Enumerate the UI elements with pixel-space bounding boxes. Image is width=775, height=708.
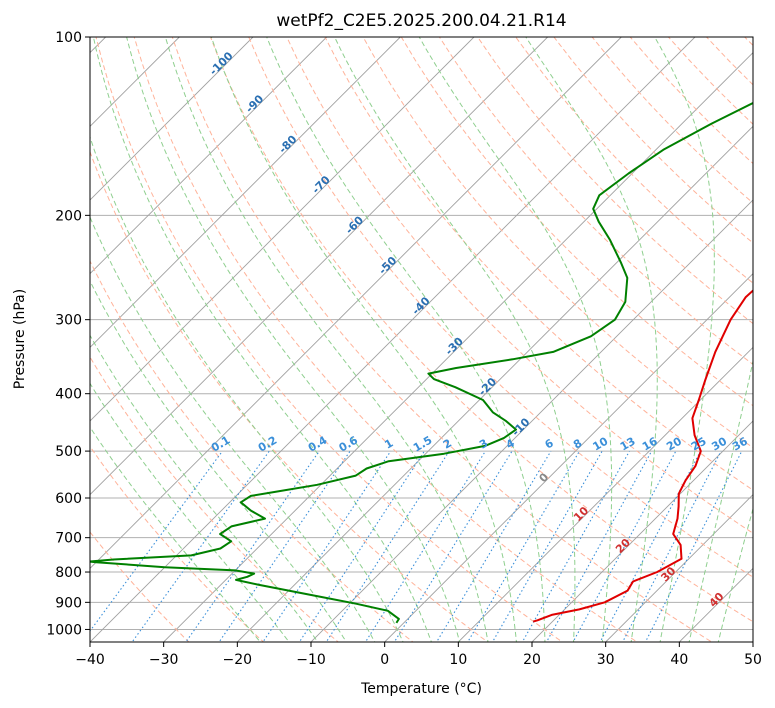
y-tick-label: 900 [55,595,82,611]
isotherm [90,37,696,642]
mixing-ratio-line [435,450,552,642]
dry-adiabat [286,37,753,534]
temperature-trace [532,289,753,623]
pressure-gridlines [90,37,753,630]
dry-adiabat [400,37,753,407]
x-axis: −40 −30 −20 −10 0 10 20 30 40 50 [75,642,762,668]
moist-adiabat [418,37,613,642]
moist-adiabat [126,37,461,642]
dry-adiabat [171,37,713,642]
x-tick-label: 20 [523,652,541,668]
moist-adiabat [266,37,546,642]
x-tick-label: −30 [149,652,179,668]
moist-adiabat [90,279,347,642]
y-axis: 100 200 300 400 500 600 700 800 900 1000 [46,30,90,638]
dry-adiabat [90,531,190,642]
dry-adiabat [90,259,414,642]
isotherm [531,420,753,642]
y-tick-label: 300 [55,313,82,329]
moist-adiabats [90,37,753,642]
x-tick-label: 40 [670,652,688,668]
mixing-ratio-line [185,450,320,642]
mixing-ratio-line [298,450,425,642]
isotherm [90,37,475,422]
mixing-ratio-lines [90,450,743,642]
x-tick-label: −20 [223,652,253,668]
isotherm [237,125,753,642]
y-tick-label: 600 [55,491,82,507]
isotherm [458,346,753,642]
isotherm [90,37,622,569]
isotherm [605,494,753,642]
x-tick-label: 10 [449,652,467,668]
dry-adiabat [324,37,753,491]
y-tick-label: 500 [55,444,82,460]
mixing-ratio-line [491,450,603,642]
moist-adiabat [717,506,753,642]
dry-adiabat [90,356,339,642]
dry-adiabat [133,37,638,642]
isotherm [90,37,401,348]
dry-adiabat [90,150,489,642]
dewpoint-trace [90,101,753,624]
y-tick-label: 200 [55,208,82,224]
mixing-ratio-line [644,450,743,642]
y-axis-label: Pressure (hPa) [12,289,28,389]
x-tick-label: −40 [75,652,105,668]
x-tick-label: 0 [380,652,389,668]
moist-adiabat [90,135,404,642]
isotherm [163,52,753,642]
moist-adiabat [688,358,753,642]
y-tick-label: 800 [55,565,82,581]
sounding-traces [90,101,753,624]
dry-adiabat [95,37,564,642]
mixing-ratio-line [521,450,630,642]
moist-adiabat [654,37,715,642]
moist-adiabat [164,37,489,642]
y-tick-label: 1000 [46,622,82,638]
moist-adiabat [525,37,658,642]
moist-adiabat [90,334,319,642]
y-tick-label: 700 [55,531,82,547]
moist-adiabat [210,37,518,642]
mixing-ratio-line [131,450,270,642]
dry-adiabats [90,37,753,642]
isotherm [384,273,753,642]
dry-adiabat [438,37,753,366]
mixing-ratio-line [545,450,653,642]
y-tick-label: 100 [55,30,82,46]
moist-adiabat [92,37,432,642]
moist-adiabat [90,426,261,642]
mixing-ratio-line [262,450,392,642]
y-tick-label: 400 [55,387,82,403]
isotherm [90,37,254,201]
chart-title: wetPf2_C2E5.2025.200.04.21.R14 [276,11,566,31]
moist-adiabat [90,382,290,642]
mixing-ratio-line [325,450,450,642]
x-tick-label: 50 [744,652,762,668]
plot-frame [89,36,754,643]
isotherm [90,37,327,275]
moist-adiabat [90,215,376,642]
x-tick-label: 30 [597,652,615,668]
dry-adiabat [248,37,753,578]
isotherm [90,37,548,496]
x-tick-label: −10 [296,652,326,668]
x-axis-label: Temperature (°C) [360,681,482,697]
isotherms [90,37,753,642]
dry-adiabat [210,37,753,623]
mixing-ratio-line [218,450,351,642]
